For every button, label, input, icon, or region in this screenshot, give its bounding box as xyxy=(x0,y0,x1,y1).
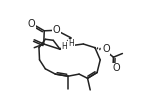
Text: H: H xyxy=(61,42,67,51)
Text: H: H xyxy=(68,39,74,48)
Text: O: O xyxy=(102,44,110,54)
Text: O: O xyxy=(53,25,60,35)
Text: O: O xyxy=(27,19,35,29)
Text: O: O xyxy=(112,63,120,73)
